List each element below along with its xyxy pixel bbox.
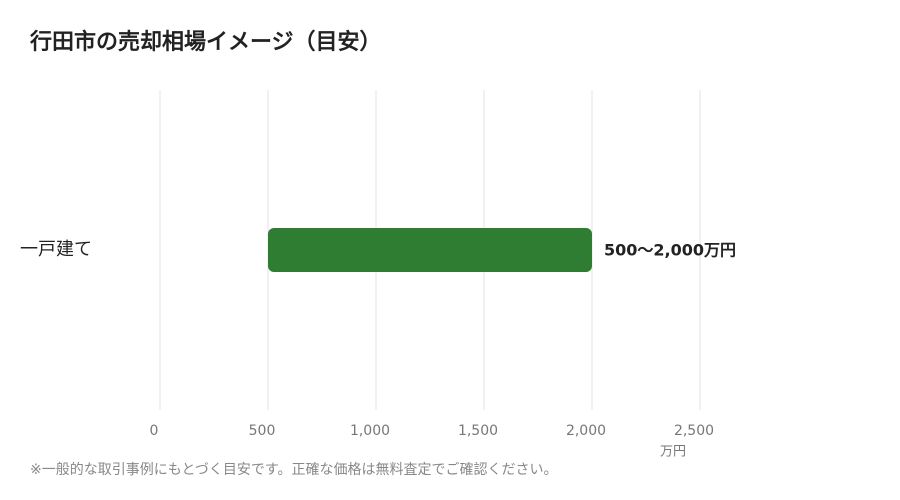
bar — [268, 228, 592, 272]
x-tick-label: 1,000 — [350, 423, 390, 439]
x-tick-label: 0 — [150, 423, 159, 439]
x-tick-label: 2,500 — [674, 423, 714, 439]
footnote: ※一般的な取引事例にもとづく目安です。正確な価格は無料査定でご確認ください。 — [30, 462, 558, 478]
y-tick-label: 一戸建て — [20, 239, 92, 260]
data-label: 500〜2,000万円 — [604, 241, 736, 260]
x-axis-label: 万円 — [660, 445, 686, 460]
x-tick-label: 2,000 — [566, 423, 606, 439]
x-tick-label: 500 — [249, 423, 276, 439]
x-tick-label: 1,500 — [458, 423, 498, 439]
chart-title: 行田市の売却相場イメージ（目安） — [29, 29, 382, 55]
